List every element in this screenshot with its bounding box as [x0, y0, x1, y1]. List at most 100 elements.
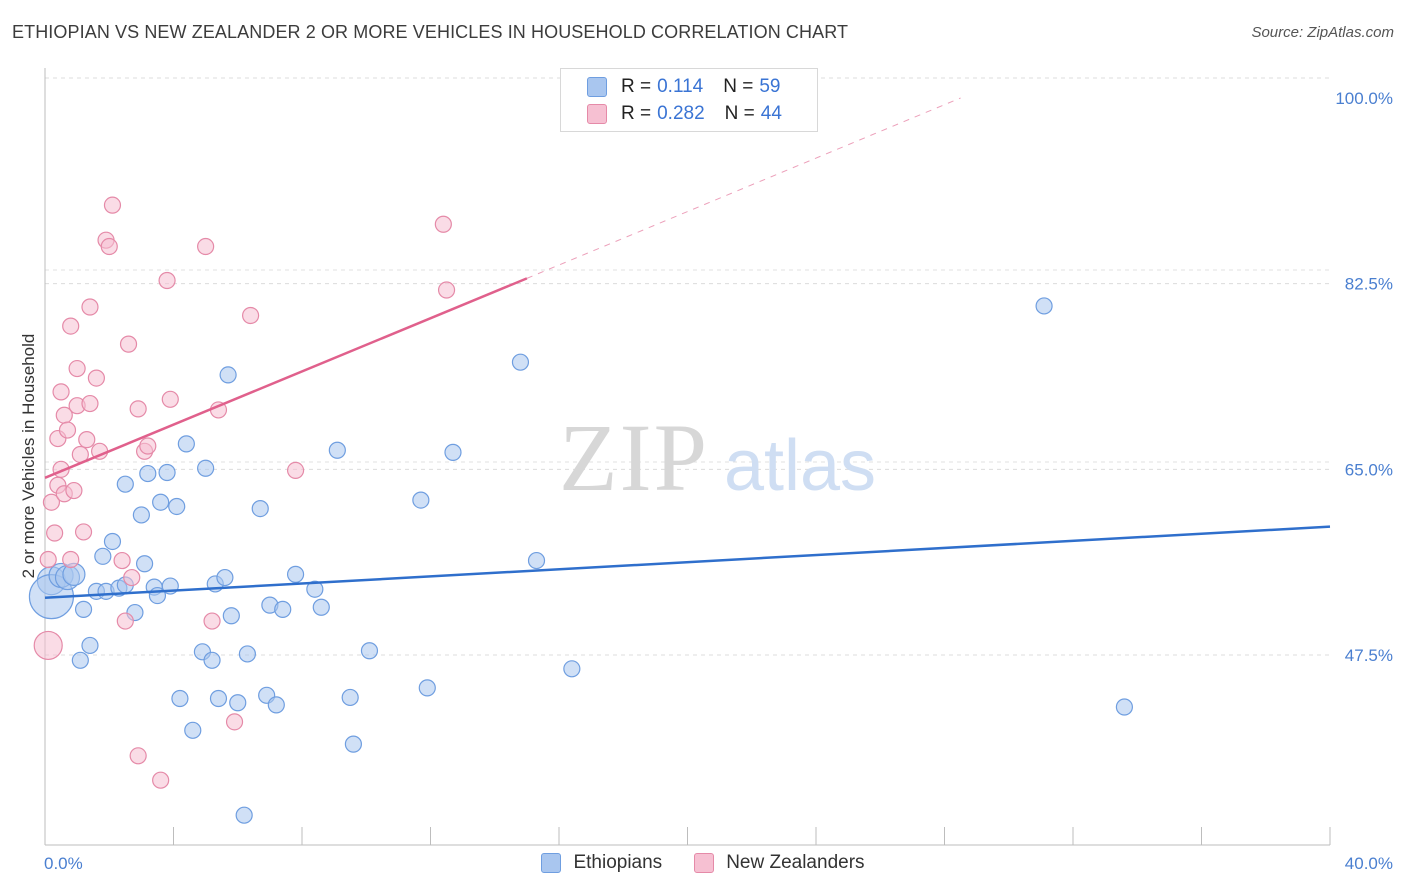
watermark-zip: ZIP	[559, 404, 709, 511]
new-zealanders-point	[152, 771, 170, 789]
ethiopians-point	[238, 645, 256, 663]
ethiopians-point	[235, 806, 253, 824]
new-zealanders-point	[103, 196, 122, 214]
x-tick-label-right: 40.0%	[1345, 854, 1393, 873]
new-zealanders-point	[203, 612, 221, 630]
y-axis-label: 2 or more Vehicles in Household	[19, 334, 38, 579]
ethiopians-point	[412, 491, 430, 509]
ethiopians-point	[341, 688, 359, 707]
new-zealanders-point	[286, 461, 305, 479]
ethiopians-point	[216, 568, 234, 587]
ethiopians-point	[251, 499, 269, 518]
ethiopians-point	[286, 565, 305, 583]
r-value: 0.114	[657, 76, 704, 97]
new-zealanders-point	[161, 390, 179, 408]
ethiopians-point	[563, 660, 581, 678]
chart-title: ETHIOPIAN VS NEW ZEALANDER 2 OR MORE VEH…	[12, 22, 849, 42]
data-points	[28, 196, 1134, 824]
r-label: R =	[621, 76, 652, 97]
ethiopians-point	[1115, 698, 1134, 716]
stats-legend-row-ethiopians: R = 0.114 N = 59	[587, 74, 801, 100]
new-zealanders-point	[116, 612, 134, 630]
new-zealanders-trend-line	[44, 277, 528, 479]
new-zealanders-swatch	[587, 104, 607, 124]
new-zealanders-point	[52, 383, 70, 401]
n-label: N =	[723, 76, 754, 97]
legend-item-new-zealanders[interactable]: New Zealanders	[694, 852, 865, 874]
trend-lines	[44, 97, 1331, 599]
new-zealanders-point	[81, 394, 99, 413]
ethiopians-point	[158, 463, 176, 482]
ethiopians-point	[267, 696, 285, 714]
new-zealanders-point	[225, 713, 244, 731]
ethiopians-point	[312, 598, 330, 616]
stats-legend-row-new-zealanders: R = 0.282 N = 44	[587, 101, 802, 127]
watermark-atlas: atlas	[724, 426, 876, 506]
new-zealanders-point	[65, 481, 83, 500]
legend-label-ethiopians: Ethiopians	[573, 852, 663, 873]
new-zealanders-point	[242, 306, 260, 325]
new-zealanders-point	[113, 551, 131, 570]
ethiopians-point	[132, 506, 150, 524]
ethiopians-point	[418, 679, 436, 697]
new-zealanders-point	[74, 523, 93, 541]
ethiopians-point	[135, 555, 154, 573]
ethiopians-point	[171, 689, 189, 708]
y-tick-label: 100.0%	[1335, 89, 1393, 108]
new-zealanders-point	[62, 550, 80, 569]
y-tick-label: 82.5%	[1345, 275, 1393, 294]
ethiopians-point	[71, 651, 89, 669]
series-legend: Ethiopians New Zealanders	[0, 852, 1406, 874]
n-label: N =	[724, 103, 755, 124]
ethiopians-point	[168, 497, 186, 516]
grid-lines	[45, 77, 1330, 656]
ethiopians-point	[219, 366, 237, 384]
ethiopians-point	[184, 721, 202, 739]
new-zealanders-point	[434, 215, 452, 233]
ethiopians-point	[306, 580, 324, 598]
new-zealanders-point	[119, 335, 138, 353]
new-zealanders-point	[87, 369, 106, 387]
new-zealanders-point	[58, 421, 77, 439]
new-zealanders-point	[123, 568, 141, 587]
new-zealanders-point	[68, 359, 86, 378]
r-label: R =	[621, 103, 652, 124]
ethiopians-trend-line	[44, 525, 1331, 599]
n-value: 59	[759, 76, 781, 97]
legend-label-new-zealanders: New Zealanders	[726, 852, 865, 873]
new-zealanders-point	[100, 237, 118, 256]
new-zealanders-point	[78, 431, 96, 449]
ethiopians-point	[274, 600, 292, 618]
ethiopians-point	[444, 443, 462, 461]
r-value: 0.282	[657, 103, 705, 124]
new-zealanders-point	[33, 630, 63, 661]
n-value: 44	[760, 103, 782, 124]
ethiopians-point	[103, 532, 122, 551]
ethiopians-point	[344, 735, 362, 753]
new-zealanders-point	[129, 400, 147, 418]
ethiopians-point	[74, 600, 93, 618]
y-tick-labels: 100.0% 82.5% 65.0% 47.5%	[1335, 89, 1393, 665]
new-zealanders-point	[46, 524, 64, 542]
ethiopians-point	[222, 607, 240, 625]
ethiopians-point	[527, 551, 546, 570]
new-zealanders-point	[81, 298, 99, 316]
ethiopians-point	[203, 651, 221, 669]
new-zealanders-legend-swatch	[694, 853, 715, 873]
new-zealanders-point	[42, 493, 61, 511]
ethiopians-point	[116, 475, 134, 493]
ethiopians-point	[177, 435, 195, 453]
ethiopians-point	[209, 689, 228, 708]
new-zealanders-point	[129, 747, 147, 765]
ethiopians-swatch	[587, 77, 607, 97]
ethiopians-point	[229, 694, 247, 712]
ethiopians-point	[1035, 297, 1053, 315]
ethiopians-point	[328, 441, 346, 459]
new-zealanders-point	[139, 437, 157, 455]
ethiopians-point	[360, 642, 379, 660]
source-credit: Source: ZipAtlas.com	[1251, 24, 1394, 41]
ethiopians-point	[511, 353, 530, 371]
legend-item-ethiopians[interactable]: Ethiopians	[541, 852, 662, 874]
new-zealanders-point	[158, 271, 176, 290]
